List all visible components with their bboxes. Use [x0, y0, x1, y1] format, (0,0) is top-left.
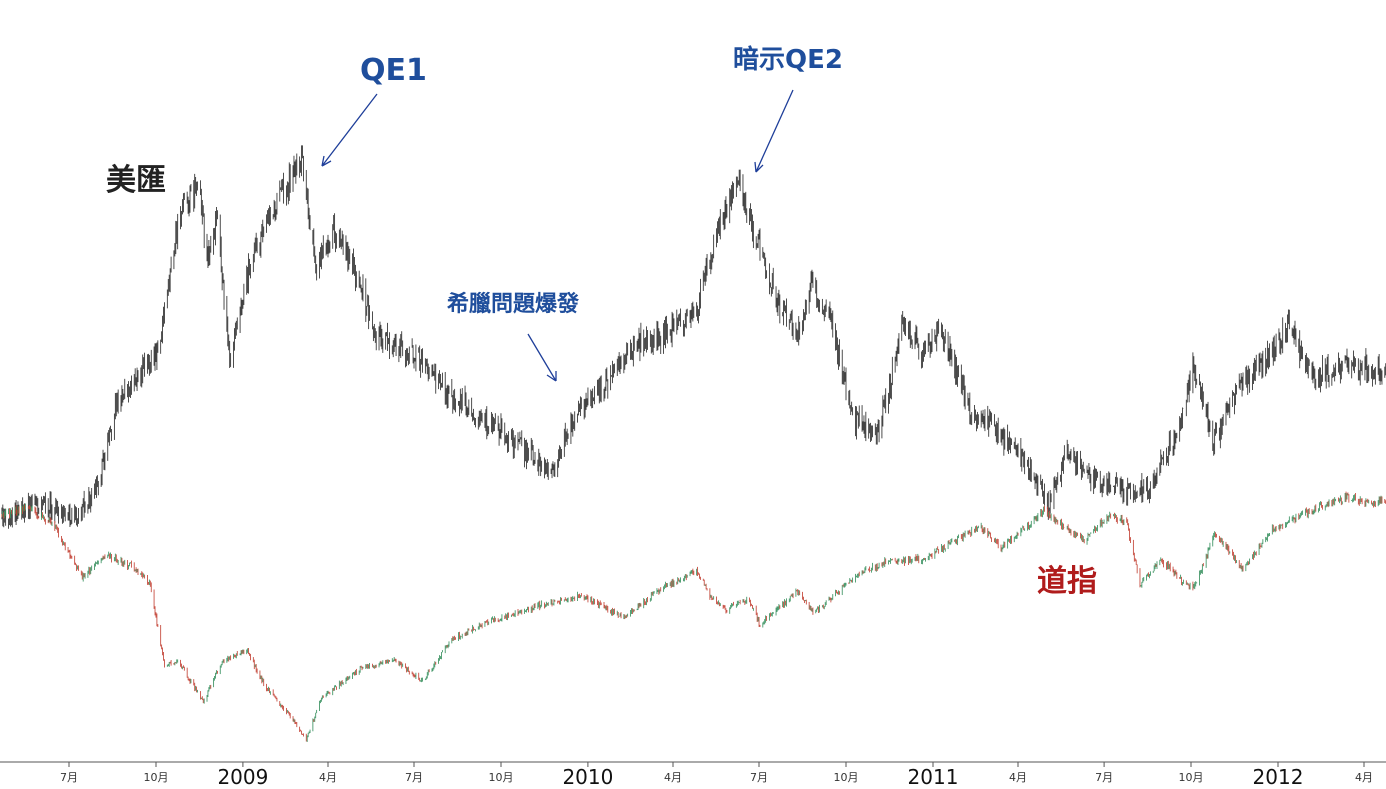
x-tick-label: 4月: [1009, 771, 1027, 784]
x-tick-label: 4月: [319, 771, 337, 784]
x-tick-label: 10月: [834, 771, 859, 784]
annotation-greece-arrow: [527, 333, 557, 382]
x-tick-label: 10月: [489, 771, 514, 784]
x-tick-label: 4月: [1355, 771, 1373, 784]
x-tick-label: 7月: [750, 771, 768, 784]
x-tick-label: 2011: [908, 765, 959, 789]
x-tick-label: 2009: [217, 765, 268, 789]
annotation-qe1: QE1: [360, 53, 427, 88]
x-tick-label: 10月: [144, 771, 169, 784]
annotation-greece: 希臘問題爆發: [447, 291, 579, 317]
dow-series: [1, 491, 1386, 742]
annotation-qe1-arrow: [321, 93, 378, 167]
usd-series: [1, 145, 1386, 529]
usd-series-label: 美匯: [106, 163, 166, 198]
annotation-qe2: 暗示QE2: [733, 45, 843, 75]
annotation-qe2-arrow: [754, 89, 794, 173]
x-tick-label: 7月: [60, 771, 78, 784]
x-tick-label: 7月: [1095, 771, 1113, 784]
x-tick-label: 2010: [562, 765, 613, 789]
x-tick-label: 7月: [405, 771, 423, 784]
x-tick-label: 4月: [664, 771, 682, 784]
x-tick-label: 2012: [1253, 765, 1304, 789]
x-axis-ticks: 7月 10月 2009 4月 7月 10月 2010 4月 7月 10月 2011 4月 7月 10月 20…: [60, 762, 1373, 789]
x-tick-label: 10月: [1179, 771, 1204, 784]
dow-series-label: 道指: [1037, 564, 1097, 599]
